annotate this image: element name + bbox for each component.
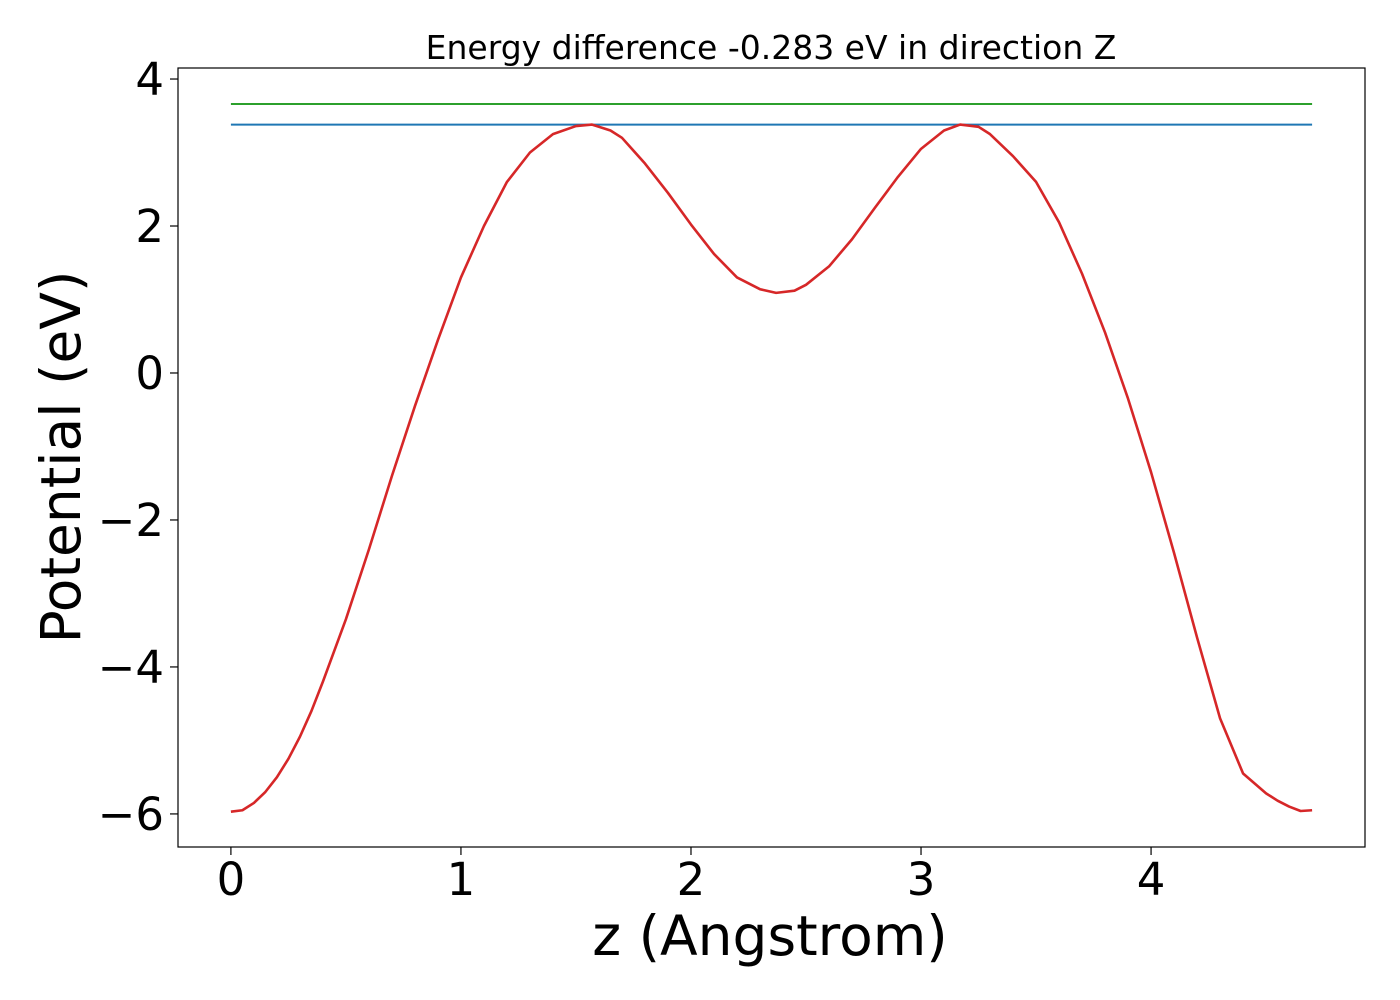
x-axis-label: z (Angstrom) — [592, 904, 948, 968]
y-tick-label: 2 — [135, 200, 164, 253]
x-tick-label: 0 — [217, 853, 246, 906]
x-tick-label: 1 — [447, 853, 476, 906]
series-line-2 — [230, 123, 1313, 814]
x-axis: 0 1 2 3 4 — [217, 847, 1166, 906]
y-tick-label: −6 — [98, 788, 164, 841]
plot-frame — [177, 67, 1366, 848]
y-tick-label: −4 — [98, 641, 164, 694]
chart-title: Energy difference -0.283 eV in direction… — [426, 28, 1117, 67]
x-tick-label: 2 — [677, 853, 706, 906]
y-tick-label: 0 — [135, 347, 164, 400]
y-tick-label: −2 — [98, 494, 164, 547]
y-tick-label: 4 — [135, 53, 164, 106]
y-axis: 4 2 0 −2 −4 −6 — [98, 53, 178, 841]
x-tick-label: 4 — [1137, 853, 1166, 906]
y-axis-label: Potential (eV) — [29, 271, 93, 644]
plot-area — [230, 103, 1313, 814]
x-tick-label: 3 — [907, 853, 936, 906]
